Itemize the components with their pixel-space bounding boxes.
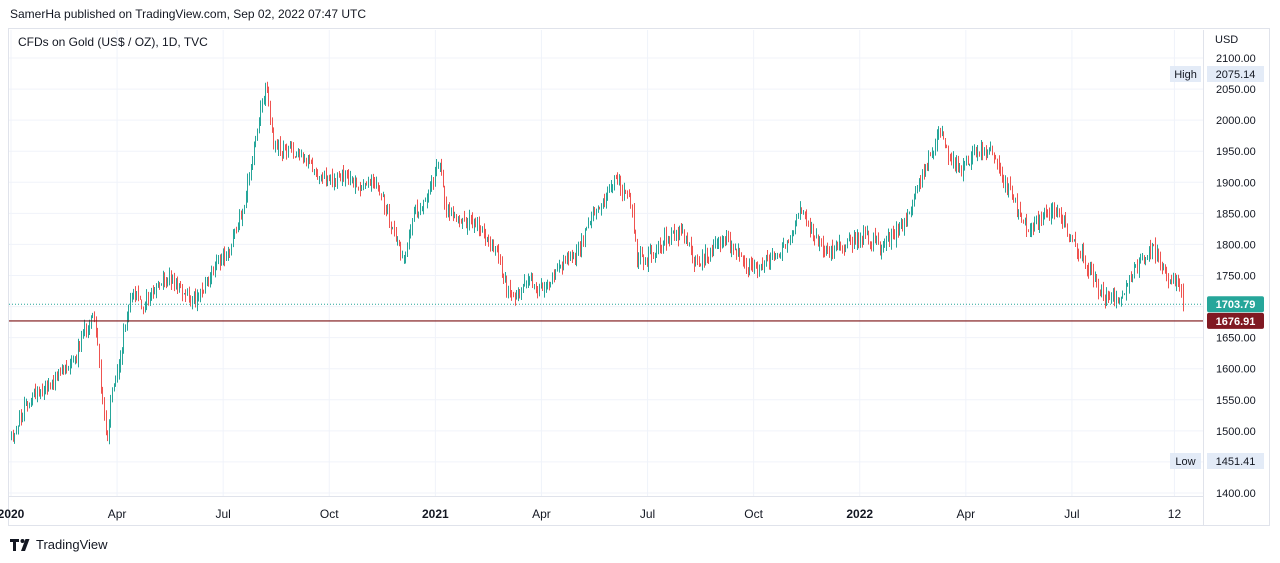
x-tick-label: 2020 — [0, 507, 25, 521]
low-tag-value: 1451.41 — [1216, 456, 1256, 468]
price-axis[interactable]: 1400.001450.001500.001550.001600.001650.… — [1170, 53, 1264, 500]
publisher-caption: SamerHa published on TradingView.com, Se… — [10, 7, 366, 21]
last-price-tag — [1207, 296, 1264, 313]
last-price-tag-text: 1703.79 — [1216, 299, 1256, 311]
tradingview-brand[interactable]: TradingView — [10, 537, 108, 552]
y-tick-label: 2050.00 — [1216, 84, 1256, 96]
y-tick-label: 1900.00 — [1216, 177, 1256, 189]
candles-series[interactable] — [11, 81, 1184, 445]
grid-lines — [9, 30, 1204, 526]
y-tick-label: 1550.00 — [1216, 395, 1256, 407]
x-tick-label: Oct — [744, 507, 763, 521]
time-axis[interactable]: 2020 Apr Jul Oct 2021 Apr Jul Oct 2022 Apr Jul 12 — [0, 507, 1181, 521]
low-tag-label: Low — [1175, 456, 1195, 468]
y-tick-label: 1850.00 — [1216, 208, 1256, 220]
y-tick-label: 1750.00 — [1216, 271, 1256, 283]
support-tag — [1207, 312, 1264, 329]
x-tick-label: Jul — [216, 507, 231, 521]
x-tick-label: Apr — [956, 507, 975, 521]
x-tick-label: Jul — [640, 507, 655, 521]
x-tick-label: 2021 — [422, 507, 449, 521]
symbol-title[interactable]: CFDs on Gold (US$ / OZ), 1D, TVC — [18, 35, 208, 49]
currency-label: USD — [1215, 34, 1239, 46]
low-value-bg — [1207, 453, 1264, 469]
x-tick-label: 2022 — [846, 507, 873, 521]
y-tick-label: 1800.00 — [1216, 239, 1256, 251]
high-tag-value: 2075.14 — [1216, 69, 1256, 81]
price-lines — [9, 303, 1203, 322]
tradingview-logo-icon — [10, 538, 30, 551]
brand-name: TradingView — [36, 537, 108, 552]
high-tag-bg — [1170, 66, 1201, 82]
y-tick-label: 1600.00 — [1216, 364, 1256, 376]
x-tick-label: Oct — [320, 507, 339, 521]
y-tick-label: 2100.00 — [1216, 53, 1256, 65]
x-tick-label: Apr — [108, 507, 127, 521]
y-tick-label: 1400.00 — [1216, 488, 1256, 500]
x-tick-label: Jul — [1064, 507, 1079, 521]
high-value-bg — [1207, 66, 1264, 82]
chart-frame — [8, 28, 1270, 526]
y-tick-label: 2000.00 — [1216, 115, 1256, 127]
y-tick-label: 1500.00 — [1216, 426, 1256, 438]
high-tag-label: High — [1174, 69, 1197, 81]
support-tag-text: 1676.91 — [1216, 316, 1256, 328]
y-tick-label: 1950.00 — [1216, 146, 1256, 158]
x-tick-label: Apr — [532, 507, 551, 521]
x-tick-label: 12 — [1168, 507, 1182, 521]
y-tick-label: 1650.00 — [1216, 333, 1256, 345]
low-tag-bg — [1170, 453, 1201, 469]
